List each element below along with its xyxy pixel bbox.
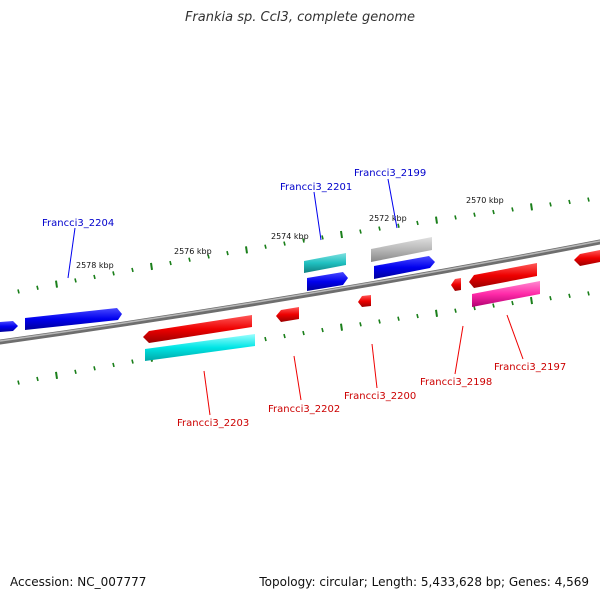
scale-tick-lower xyxy=(131,359,134,364)
map-title: Frankia sp. CcI3, complete genome xyxy=(184,10,416,25)
scale-tick-lower xyxy=(435,309,438,317)
genome-summary-label: Topology: circular; Length: 5,433,628 bp… xyxy=(259,575,589,589)
scale-tick-lower xyxy=(93,366,96,371)
scale-tick-upper xyxy=(150,262,153,271)
accession-label: Accession: NC_007777 xyxy=(10,575,147,589)
scale-tick-upper xyxy=(397,223,400,228)
gene-arrow-francci3-2198[interactable] xyxy=(451,278,461,291)
scale-tick-lower xyxy=(17,380,20,385)
gene-label-francci3-2201[interactable]: Francci3_2201 xyxy=(280,182,352,193)
gene-arrow-francci3-2197[interactable] xyxy=(469,263,537,288)
leader-line-2201 xyxy=(313,191,322,241)
scale-tick-lower xyxy=(302,330,305,336)
scale-tick-lower xyxy=(473,305,476,311)
scale-tick-lower xyxy=(549,295,552,301)
scale-tick-upper xyxy=(321,235,324,240)
leader-line-2197 xyxy=(506,314,524,360)
gene-arrow-francci3-2199-gray[interactable] xyxy=(371,237,432,262)
scale-tick-upper xyxy=(587,197,590,202)
scale-tick-upper xyxy=(378,226,381,231)
leader-line-2198 xyxy=(454,325,464,375)
gene-label-francci3-2202[interactable]: Francci3_2202 xyxy=(268,404,340,415)
gene-label-francci3-2200[interactable]: Francci3_2200 xyxy=(344,391,416,402)
scale-tick-lower xyxy=(74,369,77,375)
scale-label-2570: 2570 kbp xyxy=(466,196,504,205)
gene-arrow-francci3-2201-teal[interactable] xyxy=(304,253,346,273)
scale-tick-lower xyxy=(359,322,362,327)
leader-line-2200 xyxy=(371,343,378,389)
gene-label-francci3-2198[interactable]: Francci3_2198 xyxy=(420,377,492,388)
scale-tick-upper xyxy=(36,285,39,290)
gene-arrow-francci3-2201[interactable] xyxy=(307,272,348,291)
leader-line-2202 xyxy=(293,355,302,401)
scale-tick-upper xyxy=(188,257,191,262)
scale-tick-lower xyxy=(283,333,286,339)
scale-label-2574: 2574 kbp xyxy=(271,232,309,241)
scale-tick-upper xyxy=(169,260,172,266)
scale-label-2576: 2576 kbp xyxy=(174,247,212,256)
scale-tick-lower xyxy=(511,300,514,306)
gene-label-francci3-2197[interactable]: Francci3_2197 xyxy=(494,362,566,373)
scale-tick-upper xyxy=(245,246,248,254)
scale-tick-upper xyxy=(492,209,495,215)
gene-arrow-francci3-2200[interactable] xyxy=(358,295,371,307)
scale-label-2578: 2578 kbp xyxy=(76,261,114,270)
gene-arrow-francci3-2197-magenta[interactable] xyxy=(472,281,540,307)
scale-tick-lower xyxy=(112,362,115,368)
scale-tick-upper xyxy=(17,289,20,294)
scale-tick-lower xyxy=(340,323,343,331)
gene-label-francci3-2203[interactable]: Francci3_2203 xyxy=(177,418,249,429)
scale-tick-upper xyxy=(112,271,115,276)
gene-label-francci3-2204[interactable]: Francci3_2204 xyxy=(42,218,114,229)
leader-line-2199 xyxy=(387,178,398,229)
scale-label-2572: 2572 kbp xyxy=(369,214,407,223)
gene-arrow-francci3-2199[interactable] xyxy=(374,256,435,279)
scale-tick-lower xyxy=(264,336,267,342)
scale-tick-upper xyxy=(568,199,571,205)
genome-backbone-highlight xyxy=(0,240,600,342)
genome-backbone xyxy=(0,239,600,345)
leader-line-2203 xyxy=(203,370,211,416)
scale-tick-lower xyxy=(36,376,39,382)
scale-tick-upper xyxy=(359,229,362,234)
scale-tick-upper xyxy=(454,215,457,220)
scale-tick-lower xyxy=(321,327,324,333)
scale-tick-lower xyxy=(530,296,533,305)
scale-tick-upper xyxy=(549,202,552,207)
scale-tick-upper xyxy=(226,250,229,256)
scale-tick-lower xyxy=(568,293,571,298)
scale-tick-upper xyxy=(511,207,514,212)
gene-arrow-francci3-2202[interactable] xyxy=(276,307,299,322)
scale-tick-upper xyxy=(207,254,210,259)
scale-tick-lower xyxy=(454,308,457,313)
scale-ticks-upper xyxy=(17,197,590,294)
scale-tick-upper xyxy=(55,280,58,288)
scale-tick-lower xyxy=(587,291,590,296)
gene-label-francci3-2199[interactable]: Francci3_2199 xyxy=(354,168,426,179)
scale-tick-upper xyxy=(302,238,305,243)
scale-tick-lower xyxy=(378,319,381,324)
gene-arrow-francci3-2203[interactable] xyxy=(143,315,252,343)
scale-tick-upper xyxy=(340,230,343,239)
scale-tick-lower xyxy=(416,313,419,319)
scale-tick-upper xyxy=(93,274,96,280)
scale-tick-lower xyxy=(397,316,400,321)
scale-tick-lower xyxy=(492,303,495,308)
scale-tick-upper xyxy=(264,244,267,249)
scale-tick-upper xyxy=(473,212,476,217)
scale-tick-upper xyxy=(435,216,438,224)
scale-tick-upper xyxy=(416,220,419,226)
gene-arrow-partial-left[interactable] xyxy=(0,321,18,332)
scale-tick-upper xyxy=(74,278,77,283)
scale-tick-upper xyxy=(283,241,286,246)
scale-tick-upper xyxy=(530,203,533,211)
leader-line-2204 xyxy=(67,227,76,279)
scale-tick-lower xyxy=(55,371,58,380)
gene-arrow-francci3-2204[interactable] xyxy=(25,308,122,330)
gene-arrow-partial-right[interactable] xyxy=(574,250,600,266)
scale-tick-upper xyxy=(131,267,134,273)
gene-arrow-francci3-2203-cyan[interactable] xyxy=(145,334,255,361)
